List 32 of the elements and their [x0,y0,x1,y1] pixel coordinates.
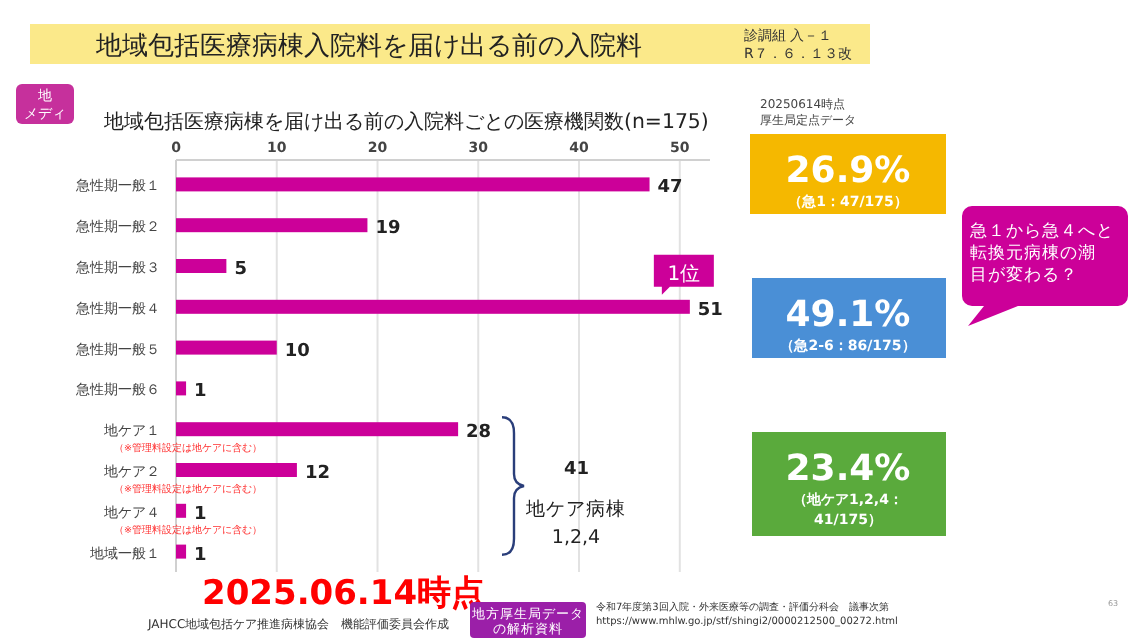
data-label: 1 [194,545,207,566]
data-label: 51 [697,300,723,321]
data-label: 19 [375,219,401,240]
data-label: 5 [234,260,247,280]
chart-subtitle: 地域包括医療病棟を届け出る前の入院料ごとの医療機関数(n=175) [102,110,709,134]
bar [176,340,277,355]
bar [176,544,187,559]
data-label: 1 [194,504,207,525]
text: 急１から急４へと [968,220,1114,242]
bar [176,422,459,437]
bar [176,503,187,518]
bar [176,259,227,273]
bar [176,177,650,192]
data-label: 28 [466,423,492,444]
text: 23.4% [785,448,911,490]
data-label: 10 [284,341,310,362]
bar [176,463,297,477]
data-label: 1 [194,382,207,403]
annotation: 1位 [667,261,701,286]
annotation: 地ケア病棟 [524,496,626,521]
annotation: 1,2,4 [551,526,601,549]
annotation: 41 [564,460,590,480]
text: 26.9% [785,150,911,192]
chart-title: 地域包括医療病棟入院料を届け出る前の入院料 [94,32,642,62]
text: 49.1% [785,294,911,336]
bar [176,218,368,233]
text: 転換元病棟の潮 [970,242,1096,264]
bar [176,299,690,314]
text: 目が変わる？ [970,264,1078,286]
data-label: 12 [304,464,330,484]
bar [176,381,187,396]
data-label: 47 [657,178,683,199]
